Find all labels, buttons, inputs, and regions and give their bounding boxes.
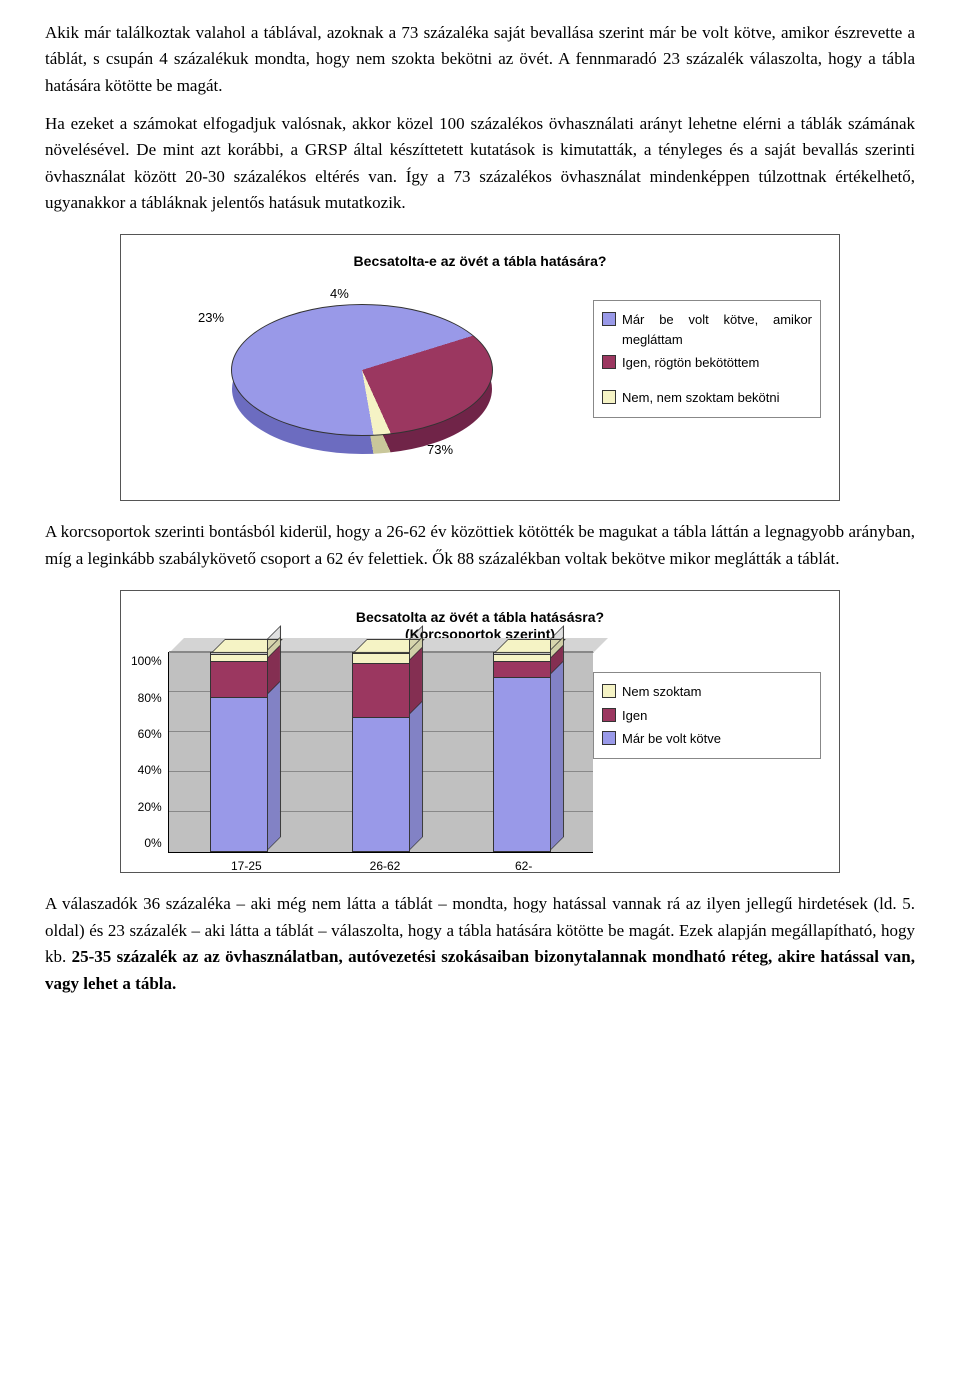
bar-swatch-already [602,731,616,745]
swatch-yes [602,355,616,369]
bar-swatch-no [602,684,616,698]
body-paragraph-2: Ha ezeket a számokat elfogadjuk valósnak… [45,111,915,216]
bar-legend-label-no: Nem szoktam [622,682,701,702]
y-tick-80: 80% [131,689,162,708]
body-paragraph-4: A válaszadók 36 százaléka – aki még nem … [45,891,915,996]
y-tick-0: 0% [131,834,162,853]
swatch-no [602,390,616,404]
bar-seg-62--already [494,677,550,851]
bar-seg-17-25-no [211,654,267,662]
bar-seg-26-62-no [353,653,409,663]
bar-seg-26-62-yes [353,663,409,716]
bar-62- [493,652,551,852]
bar-seg-17-25-already [211,697,267,851]
bar-seg-26-62-already [353,717,409,852]
pie-label-73: 73% [427,440,453,460]
pie-chart-panel: Becsatolta-e az övét a tábla hatására? 2… [120,234,840,501]
bar-x-axis: 17-2526-6262- [177,857,593,876]
y-tick-40: 40% [131,761,162,780]
y-tick-100: 100% [131,652,162,671]
bar-legend-item-already: Már be volt kötve [602,729,812,749]
pie-legend-label-no: Nem, nem szoktam bekötni [622,388,780,408]
pie-legend: Már be volt kötve, amikor megláttam Igen… [593,300,821,418]
bar-17-25 [210,652,268,852]
swatch-already [602,312,616,326]
pie-legend-label-already: Már be volt kötve, amikor megláttam [622,310,812,350]
bar-swatch-yes [602,708,616,722]
bar-legend-item-no: Nem szoktam [602,682,812,702]
bar-chart-plot: 100% 80% 60% 40% 20% 0% 17-2526-6262- [131,652,593,852]
x-label-17-25: 17-25 [177,857,316,876]
bar-y-axis: 100% 80% 60% 40% 20% 0% [131,652,168,852]
y-tick-60: 60% [131,725,162,744]
bar-seg-62--no [494,654,550,662]
bar-legend-label-yes: Igen [622,706,647,726]
bar-chart-title-line1: Becsatolta az övét a tábla hatásásra? [356,609,604,625]
pie-legend-item-yes: Igen, rögtön bekötöttem [602,353,812,373]
bar-legend: Nem szoktam Igen Már be volt kötve [593,672,821,758]
y-tick-20: 20% [131,798,162,817]
pie-legend-label-yes: Igen, rögtön bekötöttem [622,353,759,373]
pie-chart-plot: 23% 4% 73% [131,280,593,480]
pie-label-23: 23% [198,308,224,328]
body-paragraph-1: Akik már találkoztak valahol a táblával,… [45,20,915,99]
pie-legend-item-already: Már be volt kötve, amikor megláttam [602,310,812,350]
bar-seg-62--yes [494,661,550,677]
bar-chart-panel: Becsatolta az övét a tábla hatásásra? (K… [120,590,840,874]
p4-bold: 25-35 százalék az az övhasználatban, aut… [45,947,915,992]
pie-label-4: 4% [330,284,349,304]
pie-chart-title: Becsatolta-e az övét a tábla hatására? [131,253,829,270]
pie-face [231,304,493,436]
bar-26-62 [352,652,410,852]
bar-seg-17-25-yes [211,661,267,697]
x-label-62-: 62- [454,857,593,876]
pie-legend-item-no: Nem, nem szoktam bekötni [602,388,812,408]
bar-legend-label-already: Már be volt kötve [622,729,721,749]
bar-legend-item-yes: Igen [602,706,812,726]
x-label-26-62: 26-62 [316,857,455,876]
bar-plot-area [168,652,593,853]
body-paragraph-3: A korcsoportok szerinti bontásból kiderü… [45,519,915,572]
